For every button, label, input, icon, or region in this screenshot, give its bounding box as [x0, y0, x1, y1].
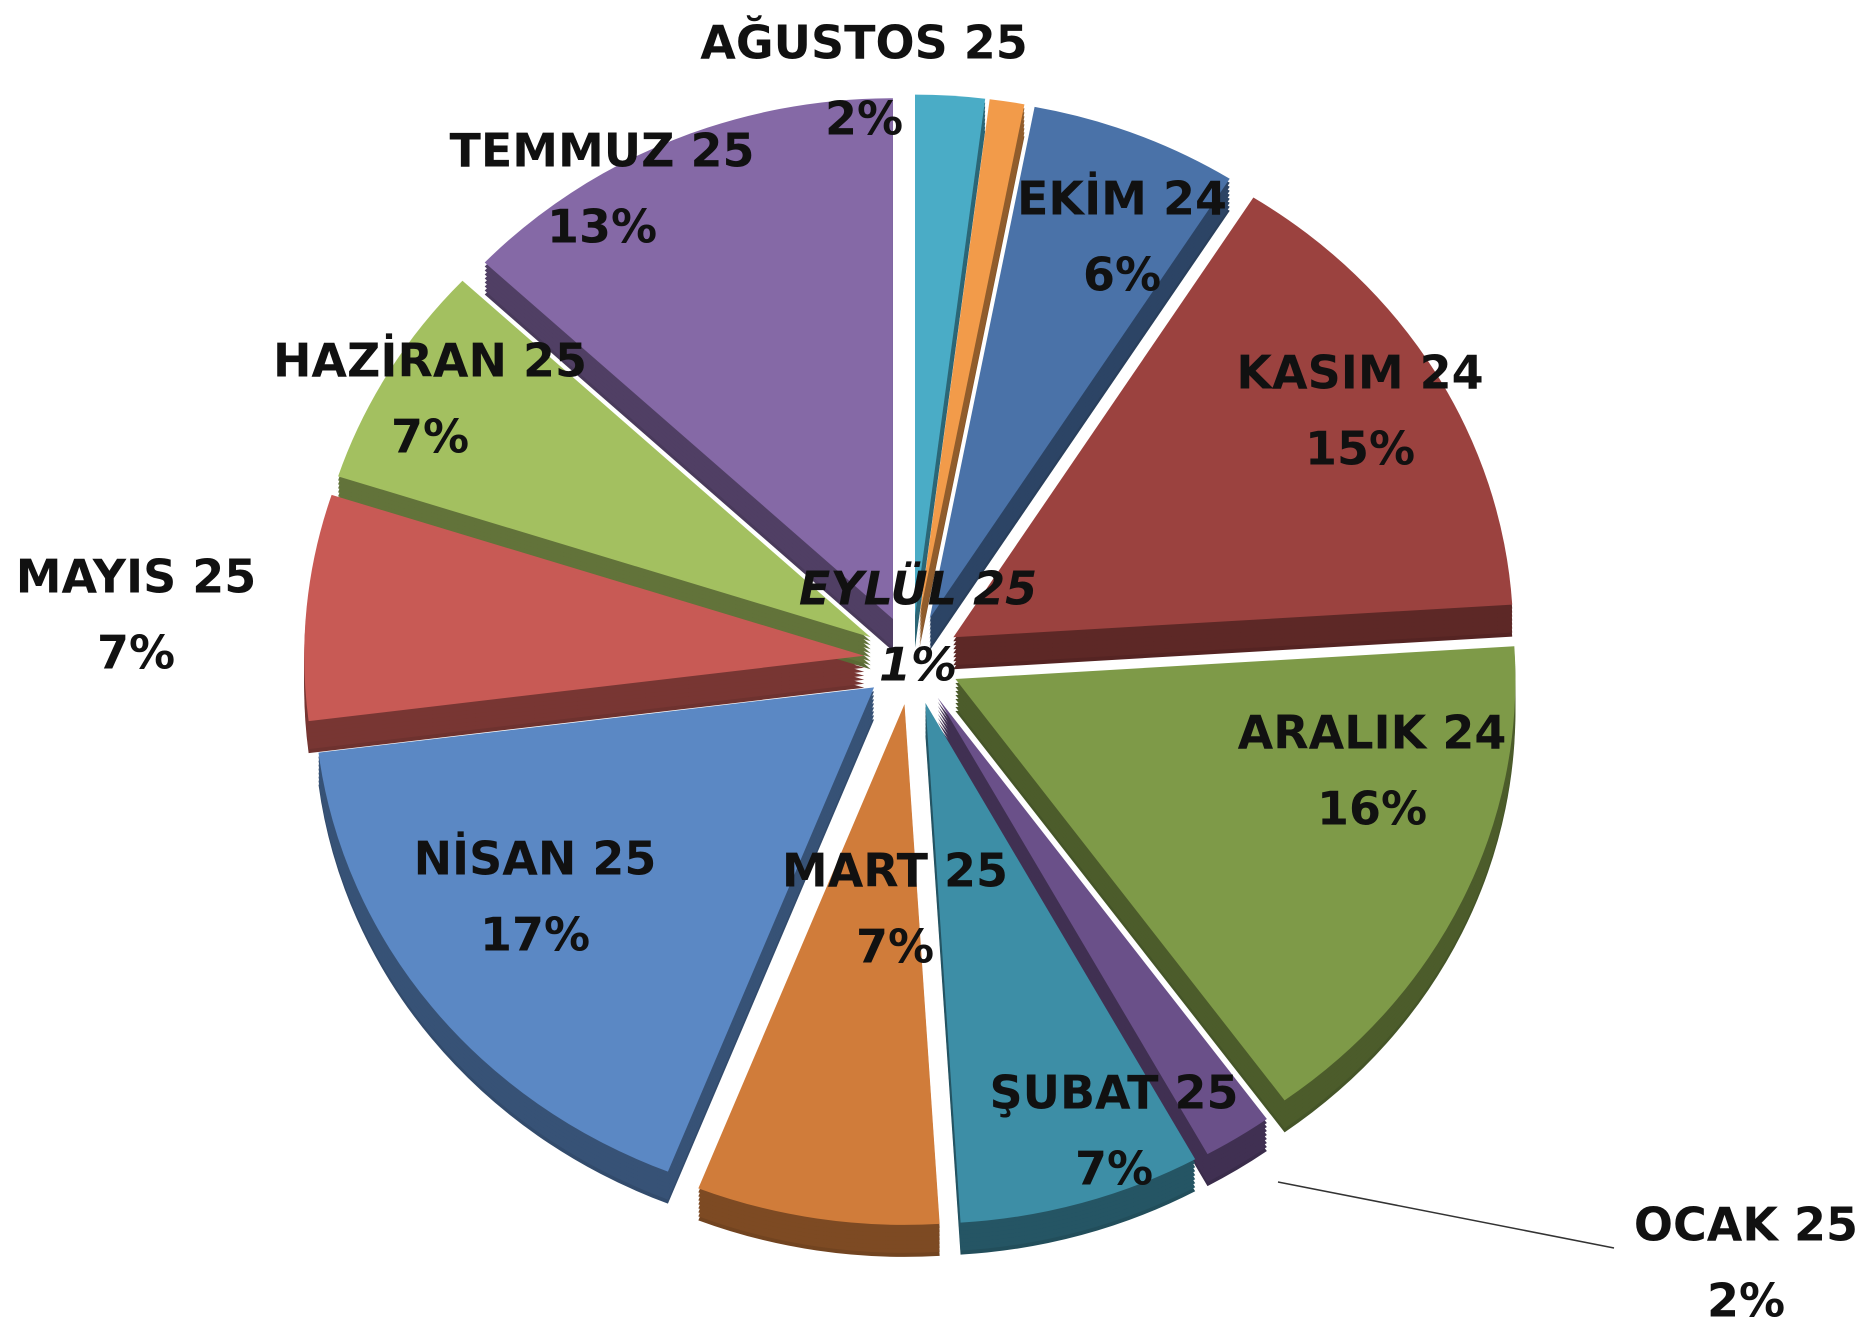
slice-side [919, 103, 1025, 620]
slice-label: EYLÜL 25 [799, 562, 1037, 616]
slice [955, 646, 1516, 1101]
slice-side [919, 127, 1025, 644]
value-label: 7% [856, 920, 934, 974]
slice [304, 494, 865, 722]
slice-side [919, 111, 1025, 628]
slice [338, 280, 871, 638]
slice-side [919, 123, 1025, 640]
slice-label: TEMMUZ 25 [449, 124, 754, 178]
leader-line [1277, 1181, 1615, 1249]
value-label: 17% [480, 908, 590, 962]
slice-label: OCAK 25 [1634, 1198, 1858, 1252]
slice-label: NİSAN 25 [414, 832, 657, 886]
value-label: 13% [547, 200, 657, 254]
slice [318, 687, 875, 1172]
labels: EKİM 24 6% KASIM 24 15% ARALIK 24 16% OCAK 25 2… [16, 16, 1858, 1326]
slice [698, 704, 940, 1225]
slice-label: ARALIK 24 [1238, 706, 1507, 760]
slice-side [919, 107, 1025, 624]
slice-side [919, 131, 1025, 648]
slice [929, 106, 1230, 619]
value-label: 6% [1083, 248, 1161, 302]
slice [937, 697, 1267, 1155]
slice-label: EKİM 24 [1017, 172, 1227, 226]
value-label: 7% [391, 410, 469, 464]
slice [919, 99, 1025, 616]
slice [484, 98, 893, 620]
value-label: 2% [1707, 1274, 1785, 1326]
slice-tops [304, 94, 1516, 1225]
value-label: 7% [1075, 1142, 1153, 1196]
value-label: 1% [879, 638, 957, 692]
slice-label: AĞUSTOS 25 [700, 16, 1027, 70]
value-label: 7% [97, 626, 175, 680]
slice-label: ŞUBAT 25 [990, 1066, 1239, 1120]
value-label: 15% [1305, 422, 1415, 476]
slice-side [919, 115, 1025, 632]
slice [953, 197, 1513, 638]
value-label: 2% [825, 92, 903, 146]
slice-side [919, 119, 1025, 636]
slice [915, 94, 986, 616]
slice-label: KASIM 24 [1236, 346, 1483, 400]
slice [925, 702, 1196, 1223]
slice-label: MART 25 [782, 844, 1008, 898]
slice-label: MAYIS 25 [16, 550, 257, 604]
slice-label: HAZİRAN 25 [273, 334, 587, 388]
value-label: 16% [1317, 782, 1427, 836]
